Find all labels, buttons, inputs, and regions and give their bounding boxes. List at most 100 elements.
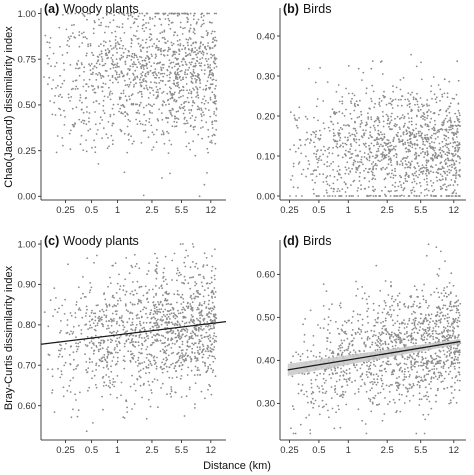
scatter-point xyxy=(120,54,123,57)
scatter-point xyxy=(75,342,77,344)
scatter-point xyxy=(375,195,378,197)
scatter-point xyxy=(199,45,202,48)
scatter-point xyxy=(75,106,78,109)
scatter-point xyxy=(431,154,434,157)
scatter-point xyxy=(175,121,178,124)
scatter-point xyxy=(150,33,153,36)
scatter-point xyxy=(347,347,350,350)
scatter-point xyxy=(57,367,59,370)
scatter-point xyxy=(43,76,45,78)
scatter-point xyxy=(161,130,164,132)
scatter-point xyxy=(207,365,210,368)
scatter-point xyxy=(67,263,69,266)
scatter-point xyxy=(124,60,127,63)
scatter-point xyxy=(377,312,379,315)
scatter-point xyxy=(209,98,212,101)
scatter-point xyxy=(459,379,461,382)
scatter-point xyxy=(154,252,156,255)
scatter-point xyxy=(154,47,157,49)
scatter-point xyxy=(367,186,370,189)
scatter-point xyxy=(141,74,144,77)
scatter-point xyxy=(419,317,422,320)
scatter-point xyxy=(330,187,333,190)
scatter-point xyxy=(391,319,394,322)
scatter-point xyxy=(403,302,406,305)
scatter-point xyxy=(189,287,192,290)
scatter-point xyxy=(60,347,63,350)
scatter-point xyxy=(144,129,147,132)
scatter-point xyxy=(119,57,121,60)
scatter-point xyxy=(332,161,335,163)
scatter-point xyxy=(109,114,112,116)
scatter-point xyxy=(160,23,163,26)
scatter-point xyxy=(376,136,378,139)
scatter-point xyxy=(378,145,381,148)
scatter-point xyxy=(327,126,330,129)
scatter-point xyxy=(189,72,192,74)
scatter-point xyxy=(124,63,127,65)
scatter-point xyxy=(420,192,423,194)
scatter-point xyxy=(143,337,146,339)
scatter-point xyxy=(407,305,410,308)
scatter-point xyxy=(206,348,209,351)
scatter-point xyxy=(141,95,143,98)
scatter-point xyxy=(77,364,79,366)
scatter-point xyxy=(91,361,94,363)
scatter-point xyxy=(142,18,145,21)
scatter-point xyxy=(192,57,195,60)
scatter-point xyxy=(423,156,425,159)
scatter-point xyxy=(184,357,187,360)
scatter-point xyxy=(197,351,199,354)
scatter-point xyxy=(190,318,192,321)
scatter-point xyxy=(198,293,201,295)
scatter-point xyxy=(158,40,161,43)
scatter-point xyxy=(421,138,424,141)
scatter-point xyxy=(194,75,197,77)
scatter-point xyxy=(191,301,194,304)
scatter-point xyxy=(152,313,155,315)
scatter-point xyxy=(374,129,377,131)
scatter-point xyxy=(166,344,169,347)
scatter-point xyxy=(99,359,102,362)
scatter-point xyxy=(206,264,209,267)
scatter-point xyxy=(192,100,195,102)
scatter-point xyxy=(344,136,347,139)
scatter-point xyxy=(388,102,390,105)
scatter-point xyxy=(174,336,177,339)
scatter-point xyxy=(316,98,319,100)
scatter-point xyxy=(403,117,405,120)
scatter-point xyxy=(168,73,171,76)
scatter-point xyxy=(455,358,458,361)
scatter-point xyxy=(338,169,341,171)
scatter-point xyxy=(190,92,193,95)
scatter-point xyxy=(214,357,217,360)
scatter-point xyxy=(456,128,459,130)
scatter-point xyxy=(399,79,402,81)
scatter-point xyxy=(90,63,93,65)
scatter-point xyxy=(131,290,134,293)
scatter-point xyxy=(55,62,58,64)
scatter-point xyxy=(379,365,382,368)
scatter-point xyxy=(123,171,126,174)
scatter-point xyxy=(158,82,161,84)
scatter-point xyxy=(337,154,339,157)
scatter-point xyxy=(339,426,342,429)
scatter-point xyxy=(158,48,160,51)
scatter-point xyxy=(181,311,184,314)
scatter-point xyxy=(70,416,73,419)
scatter-point xyxy=(53,287,56,290)
scatter-point xyxy=(355,364,358,366)
scatter-point xyxy=(67,96,70,99)
scatter-point xyxy=(185,305,188,308)
scatter-point xyxy=(417,361,419,363)
scatter-point xyxy=(339,132,341,135)
scatter-point xyxy=(450,346,452,349)
scatter-point xyxy=(98,45,100,47)
scatter-point xyxy=(168,376,171,379)
scatter-point xyxy=(207,151,210,154)
scatter-point xyxy=(62,144,64,147)
scatter-point xyxy=(380,322,382,324)
scatter-point xyxy=(398,363,400,366)
scatter-point xyxy=(164,336,167,339)
scatter-point xyxy=(103,293,105,296)
